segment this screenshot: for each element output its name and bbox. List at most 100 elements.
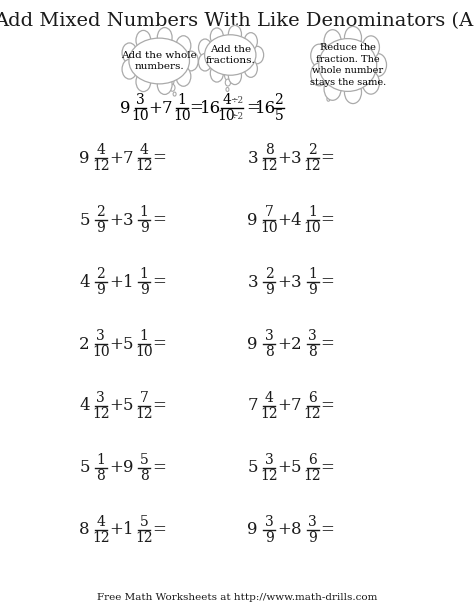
- Text: 12: 12: [136, 159, 153, 173]
- Text: 7: 7: [265, 205, 273, 219]
- Text: 9: 9: [140, 283, 149, 297]
- Text: 3: 3: [265, 515, 273, 529]
- Text: 4: 4: [265, 391, 273, 405]
- Text: 5: 5: [140, 515, 149, 529]
- Text: 9: 9: [79, 150, 90, 167]
- Text: 5: 5: [140, 453, 149, 467]
- Circle shape: [228, 25, 241, 43]
- Circle shape: [324, 77, 341, 101]
- Circle shape: [176, 66, 191, 86]
- Text: 1: 1: [140, 329, 149, 343]
- Text: +: +: [109, 335, 123, 352]
- Text: Add the
fractions.: Add the fractions.: [205, 45, 255, 66]
- Text: +: +: [277, 460, 291, 476]
- Text: 3: 3: [308, 329, 317, 343]
- Circle shape: [122, 59, 137, 79]
- Text: 10: 10: [260, 221, 278, 235]
- Text: 8: 8: [265, 143, 273, 157]
- Text: 4: 4: [140, 143, 149, 157]
- Circle shape: [363, 36, 380, 59]
- Text: 2: 2: [97, 205, 105, 219]
- Text: 7: 7: [140, 391, 149, 405]
- Text: 12: 12: [260, 407, 278, 421]
- Text: 5: 5: [122, 335, 133, 352]
- Text: 4: 4: [79, 273, 90, 291]
- Circle shape: [345, 81, 362, 104]
- Text: =: =: [320, 273, 335, 291]
- Text: =: =: [152, 150, 166, 167]
- Text: +: +: [109, 397, 123, 414]
- Text: 4: 4: [79, 397, 90, 414]
- Circle shape: [183, 51, 198, 71]
- Text: 10: 10: [173, 109, 191, 123]
- Text: =: =: [320, 397, 335, 414]
- Text: 9: 9: [97, 221, 105, 235]
- Text: 9: 9: [120, 99, 131, 116]
- Circle shape: [311, 44, 328, 67]
- Text: 9: 9: [265, 531, 273, 545]
- Text: 7: 7: [161, 99, 172, 116]
- Text: =: =: [152, 460, 166, 476]
- Text: +: +: [277, 150, 291, 167]
- Circle shape: [226, 88, 229, 91]
- Text: 10: 10: [132, 109, 149, 123]
- Text: =: =: [152, 335, 166, 352]
- Text: Add Mixed Numbers With Like Denominators (A): Add Mixed Numbers With Like Denominators…: [0, 12, 474, 30]
- Circle shape: [345, 26, 362, 49]
- Text: 12: 12: [136, 407, 153, 421]
- Text: 16: 16: [200, 99, 220, 116]
- Text: +: +: [277, 335, 291, 352]
- Text: 8: 8: [140, 469, 149, 483]
- Ellipse shape: [129, 38, 190, 84]
- Text: 3: 3: [97, 329, 105, 343]
- Circle shape: [244, 60, 257, 77]
- Circle shape: [329, 89, 334, 96]
- Text: 1: 1: [122, 522, 133, 538]
- Text: 12: 12: [304, 159, 321, 173]
- Circle shape: [173, 92, 176, 96]
- Text: =: =: [320, 150, 335, 167]
- Circle shape: [244, 32, 257, 50]
- Text: Add the whole
numbers.: Add the whole numbers.: [121, 51, 197, 71]
- Text: Reduce the
fraction. The
whole number
stays the same.: Reduce the fraction. The whole number st…: [310, 43, 386, 87]
- Text: 12: 12: [92, 159, 109, 173]
- Text: +: +: [277, 397, 291, 414]
- Text: 1: 1: [96, 453, 105, 467]
- Circle shape: [199, 53, 211, 71]
- Text: 12: 12: [92, 531, 109, 545]
- Text: 1: 1: [308, 205, 317, 219]
- Text: 1: 1: [140, 267, 149, 281]
- Ellipse shape: [205, 35, 256, 75]
- Text: 3: 3: [136, 93, 145, 107]
- Circle shape: [170, 84, 175, 91]
- Text: 12: 12: [260, 469, 278, 483]
- Circle shape: [327, 97, 330, 101]
- Text: 6: 6: [308, 391, 317, 405]
- Circle shape: [136, 72, 151, 91]
- Text: 3: 3: [291, 273, 301, 291]
- Text: +: +: [109, 460, 123, 476]
- Text: 4: 4: [96, 143, 105, 157]
- Text: =: =: [190, 99, 203, 116]
- Text: +: +: [277, 522, 291, 538]
- Text: =: =: [152, 522, 166, 538]
- Text: +: +: [109, 211, 123, 229]
- Text: +: +: [277, 211, 291, 229]
- Text: 7: 7: [291, 397, 301, 414]
- Circle shape: [225, 70, 232, 81]
- Circle shape: [157, 75, 172, 94]
- Text: =: =: [320, 335, 335, 352]
- Text: 2: 2: [97, 267, 105, 281]
- Text: 9: 9: [308, 283, 317, 297]
- Text: 12: 12: [260, 159, 278, 173]
- Circle shape: [210, 28, 223, 45]
- Text: 10: 10: [304, 221, 321, 235]
- Text: 3: 3: [247, 150, 258, 167]
- Text: 9: 9: [247, 335, 258, 352]
- Circle shape: [228, 67, 241, 85]
- Text: 4: 4: [291, 211, 301, 229]
- Text: ÷2: ÷2: [230, 96, 244, 104]
- Text: 2: 2: [308, 143, 317, 157]
- Text: 12: 12: [304, 407, 321, 421]
- Text: 4: 4: [222, 93, 231, 107]
